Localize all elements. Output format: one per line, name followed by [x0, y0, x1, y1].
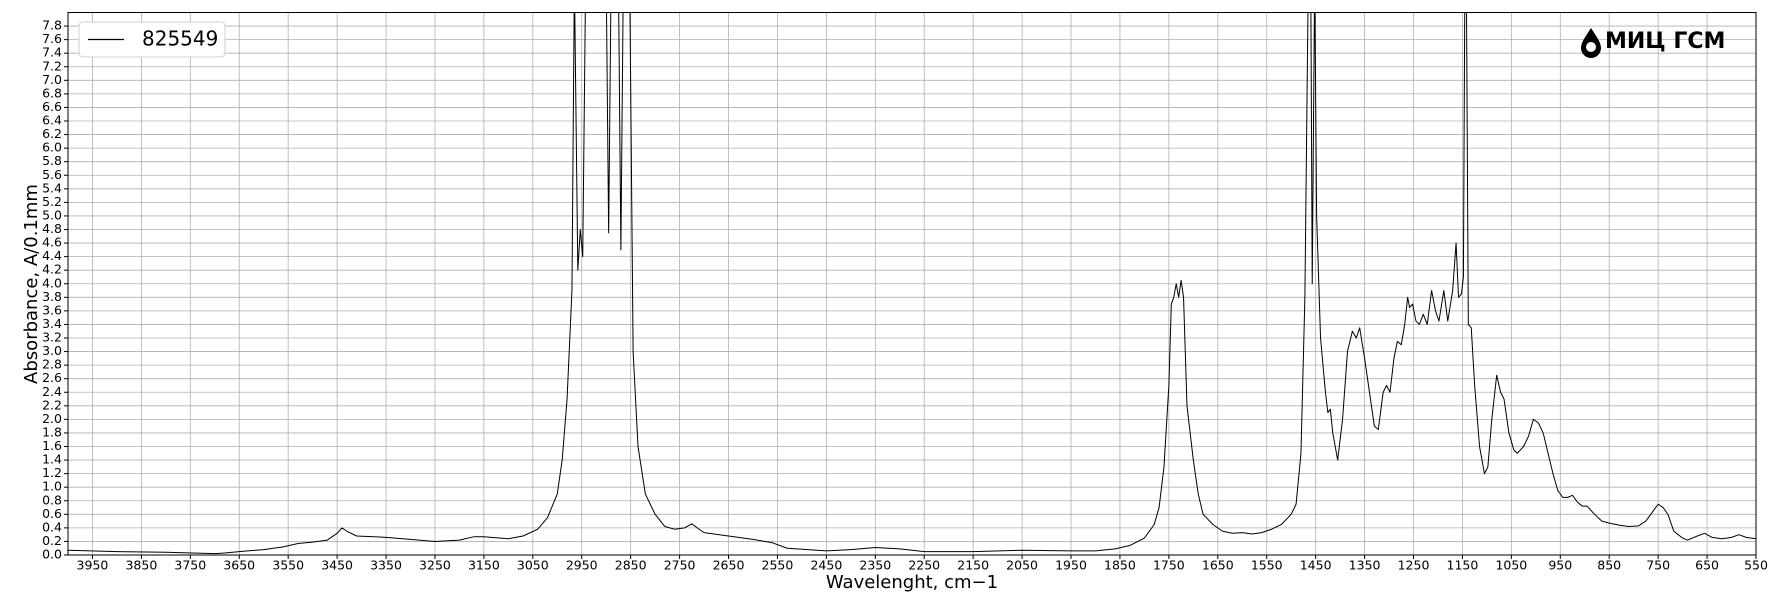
legend-label: 825549 — [142, 27, 218, 51]
grid — [68, 12, 1757, 556]
y-tick-label: 2.0 — [42, 411, 62, 426]
x-tick-label: 3450 — [321, 558, 353, 573]
x-tick-label: 2250 — [908, 558, 940, 573]
x-tick-label: 1850 — [1104, 558, 1136, 573]
x-tick-label: 3850 — [125, 558, 157, 573]
x-tick-label: 1250 — [1398, 558, 1430, 573]
y-tick-label: 5.4 — [42, 180, 62, 195]
logo-text: МИЦ ГСМ — [1605, 29, 1725, 54]
y-tick-label: 6.4 — [42, 113, 62, 128]
x-tick-label: 3650 — [223, 558, 255, 573]
x-tick-label: 2750 — [664, 558, 696, 573]
x-tick-label: 650 — [1695, 558, 1719, 573]
x-tick-label: 1050 — [1495, 558, 1527, 573]
x-tick-label: 2950 — [566, 558, 598, 573]
x-tick-label: 2450 — [810, 558, 842, 573]
y-tick-label: 5.0 — [42, 207, 62, 222]
spectrum-line — [68, 12, 1756, 555]
y-tick-label: 2.6 — [42, 370, 62, 385]
x-tick-label: 2350 — [859, 558, 891, 573]
x-tick-label: 850 — [1597, 558, 1621, 573]
y-tick-label: 7.8 — [42, 18, 62, 33]
plot-area — [68, 12, 1756, 555]
x-tick-label: 550 — [1744, 558, 1768, 573]
x-tick-label: 1650 — [1202, 558, 1234, 573]
legend: 825549 — [78, 21, 226, 58]
x-tick-label: 950 — [1548, 558, 1572, 573]
y-tick-label: 6.0 — [42, 140, 62, 155]
y-tick-label: 0.2 — [42, 533, 62, 548]
y-tick-label: 2.2 — [42, 397, 62, 412]
x-tick-label: 3950 — [77, 558, 109, 573]
y-tick-label: 5.2 — [42, 194, 62, 209]
x-tick-label: 1950 — [1055, 558, 1087, 573]
y-tick-label: 7.0 — [42, 72, 62, 87]
y-tick-label: 5.6 — [42, 167, 62, 182]
y-tick-label: 2.8 — [42, 357, 62, 372]
x-tick-label: 1550 — [1251, 558, 1283, 573]
y-tick-label: 6.6 — [42, 99, 62, 114]
y-tick-label: 4.6 — [42, 235, 62, 250]
y-tick-label: 1.2 — [42, 465, 62, 480]
x-tick-label: 3150 — [468, 558, 500, 573]
y-tick-label: 0.8 — [42, 492, 62, 507]
y-tick-label: 7.2 — [42, 58, 62, 73]
x-tick-label: 750 — [1646, 558, 1670, 573]
x-tick-label: 3550 — [272, 558, 304, 573]
y-tick-label: 0.4 — [42, 519, 62, 534]
logo-icon — [1581, 28, 1601, 58]
x-tick-label: 3050 — [517, 558, 549, 573]
y-tick-label: 3.8 — [42, 289, 62, 304]
x-tick-label: 3350 — [370, 558, 402, 573]
y-tick-label: 4.8 — [42, 221, 62, 236]
x-axis-label: Wavelenght, cm−1 — [826, 572, 998, 593]
y-tick-label: 0.6 — [42, 506, 62, 521]
y-tick-label: 5.8 — [42, 153, 62, 168]
legend-box — [78, 21, 226, 58]
y-tick-label: 7.4 — [42, 45, 62, 60]
y-axis-label: Absorbance, A/0.1mm — [21, 184, 42, 384]
y-tick-label: 1.0 — [42, 479, 62, 494]
y-tick-label: 1.8 — [42, 424, 62, 439]
y-tick-label: 1.6 — [42, 438, 62, 453]
x-tick-label: 2850 — [615, 558, 647, 573]
x-tick-label: 2050 — [1006, 558, 1038, 573]
y-tick-label: 1.4 — [42, 452, 62, 467]
x-tick-label: 1450 — [1300, 558, 1332, 573]
x-tick-label: 2550 — [762, 558, 794, 573]
x-tick-label: 3750 — [174, 558, 206, 573]
y-tick-label: 4.2 — [42, 262, 62, 277]
x-tick-label: 1150 — [1447, 558, 1479, 573]
x-tick-label: 2150 — [957, 558, 989, 573]
y-tick-label: 4.0 — [42, 275, 62, 290]
logo: МИЦ ГСМ — [1581, 28, 1725, 58]
y-tick-label: 3.4 — [42, 316, 62, 331]
y-tick-label: 3.2 — [42, 330, 62, 345]
y-tick-label: 3.0 — [42, 343, 62, 358]
x-tick-label: 1750 — [1153, 558, 1185, 573]
y-tick-label: 6.2 — [42, 126, 62, 141]
y-tick-label: 4.4 — [42, 248, 62, 263]
y-tick-label: 0.0 — [42, 547, 62, 562]
x-tick-label: 1350 — [1349, 558, 1381, 573]
y-tick-label: 7.6 — [42, 31, 62, 46]
x-tick-label: 2650 — [713, 558, 745, 573]
x-tick-label: 3250 — [419, 558, 451, 573]
y-tick-label: 2.4 — [42, 384, 62, 399]
y-tick-label: 6.8 — [42, 85, 62, 100]
y-tick-label: 3.6 — [42, 302, 62, 317]
